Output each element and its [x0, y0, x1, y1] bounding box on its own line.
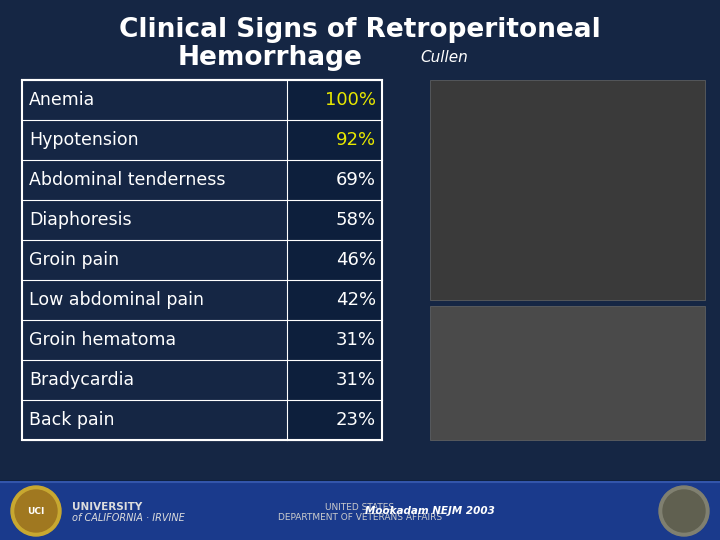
Text: 69%: 69% — [336, 171, 376, 189]
Bar — [22, 120, 287, 160]
Text: Abdominal tenderness: Abdominal tenderness — [29, 171, 225, 189]
Bar — [430, 306, 705, 440]
Text: of CALIFORNIA · IRVINE: of CALIFORNIA · IRVINE — [72, 513, 185, 523]
Text: 42%: 42% — [336, 291, 376, 309]
Bar — [22, 400, 287, 440]
Text: Back pain: Back pain — [29, 411, 114, 429]
Bar — [287, 320, 382, 360]
Bar — [22, 160, 287, 200]
Bar — [22, 240, 287, 280]
Bar — [287, 360, 382, 400]
Text: Anemia: Anemia — [29, 91, 95, 109]
Bar — [287, 80, 382, 120]
Bar — [287, 240, 382, 280]
Bar — [287, 400, 382, 440]
Text: 31%: 31% — [336, 371, 376, 389]
Text: DEPARTMENT OF VETERANS AFFAIRS: DEPARTMENT OF VETERANS AFFAIRS — [278, 512, 442, 522]
Bar — [430, 80, 705, 300]
Bar — [0, 482, 720, 540]
Text: 92%: 92% — [336, 131, 376, 149]
Bar — [22, 320, 287, 360]
Text: UNITED STATES: UNITED STATES — [325, 503, 395, 511]
Text: 100%: 100% — [325, 91, 376, 109]
Bar — [287, 280, 382, 320]
Text: UCI: UCI — [27, 507, 45, 516]
Text: 46%: 46% — [336, 251, 376, 269]
Text: Hypotension: Hypotension — [29, 131, 139, 149]
Text: Groin pain: Groin pain — [29, 251, 119, 269]
Text: Low abdominal pain: Low abdominal pain — [29, 291, 204, 309]
Bar — [22, 200, 287, 240]
Bar — [287, 200, 382, 240]
Circle shape — [659, 486, 709, 536]
Text: Cullen: Cullen — [420, 51, 468, 65]
Circle shape — [663, 490, 705, 532]
Bar — [22, 280, 287, 320]
Text: 23%: 23% — [336, 411, 376, 429]
Text: UNIVERSITY: UNIVERSITY — [72, 502, 143, 512]
Text: Hemorrhage: Hemorrhage — [178, 45, 362, 71]
Bar — [22, 80, 287, 120]
Text: 58%: 58% — [336, 211, 376, 229]
Bar — [22, 360, 287, 400]
Bar — [0, 0, 720, 480]
Bar — [22, 80, 382, 440]
Circle shape — [11, 486, 61, 536]
Text: 31%: 31% — [336, 331, 376, 349]
Bar — [287, 160, 382, 200]
Circle shape — [15, 490, 57, 532]
Text: Groin hematoma: Groin hematoma — [29, 331, 176, 349]
Bar — [287, 120, 382, 160]
Text: Diaphoresis: Diaphoresis — [29, 211, 132, 229]
Text: Bradycardia: Bradycardia — [29, 371, 134, 389]
Text: Clinical Signs of Retroperitoneal: Clinical Signs of Retroperitoneal — [119, 17, 601, 43]
Text: Mookadam NEJM 2003: Mookadam NEJM 2003 — [365, 506, 495, 516]
